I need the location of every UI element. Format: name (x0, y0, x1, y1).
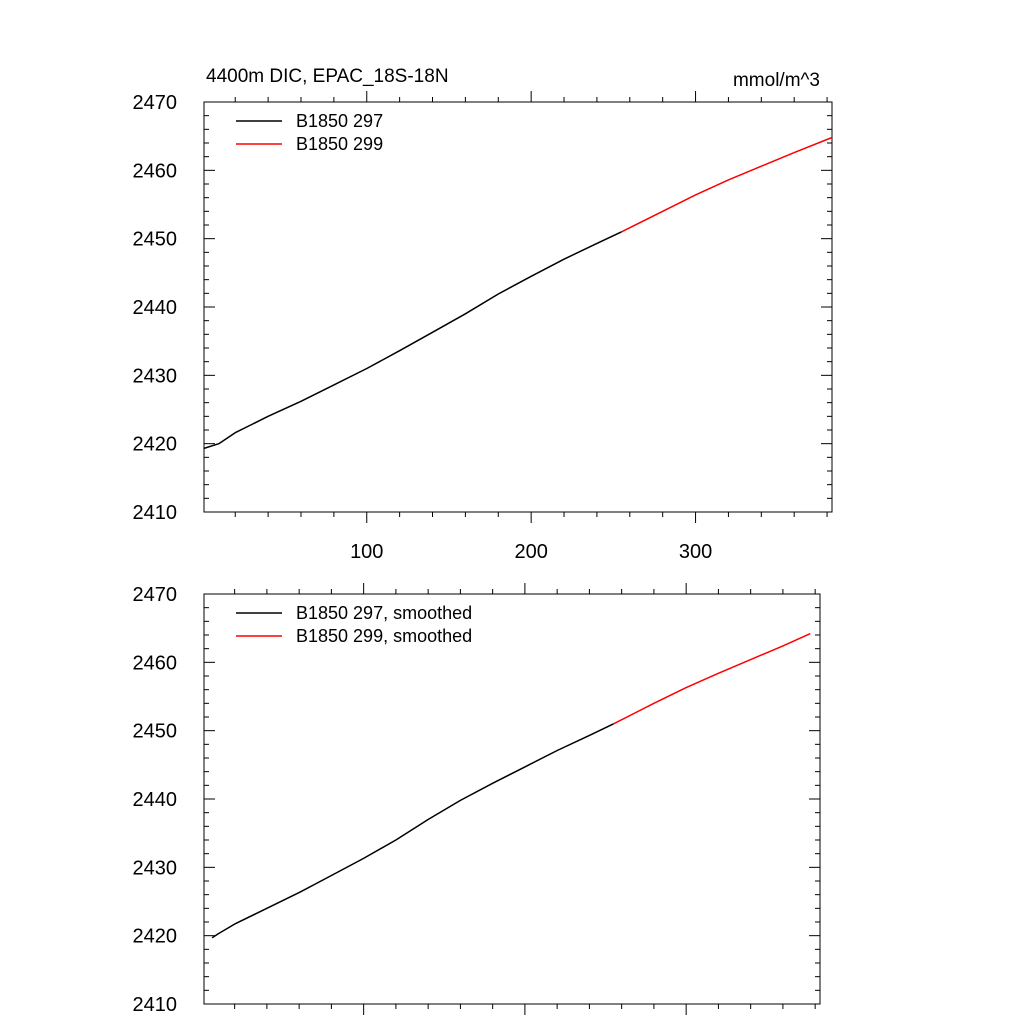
series-line-2 (613, 632, 811, 725)
legend-entry-2: B1850 299, smoothed (296, 626, 472, 646)
legend-entry-2: B1850 299 (296, 134, 383, 154)
y-tick-label: 2470 (133, 584, 178, 606)
y-tick-label: 2440 (133, 297, 178, 319)
x-tick-label: 300 (679, 541, 712, 563)
x-tick-label: 200 (514, 541, 547, 563)
plot-frame (203, 101, 833, 513)
plot-frame (203, 593, 821, 1005)
y-tick-label: 2450 (133, 229, 178, 251)
series-line-1 (211, 723, 614, 939)
y-tick-label: 2430 (133, 365, 178, 387)
y-tick-label: 2470 (133, 92, 178, 114)
y-tick-label: 2420 (133, 434, 178, 456)
legend-entry-1: B1850 297, smoothed (296, 603, 472, 623)
y-tick-label: 2460 (133, 652, 178, 674)
units-label: mmol/m^3 (733, 70, 820, 91)
y-tick-label: 2430 (133, 857, 178, 879)
y-tick-label: 2410 (133, 502, 178, 524)
y-tick-label: 2440 (133, 789, 178, 811)
chart-title: 4400m DIC, EPAC_18S-18N (206, 66, 449, 87)
y-tick-label: 2460 (133, 160, 178, 182)
y-tick-label: 2450 (133, 721, 178, 743)
y-tick-label: 2410 (133, 994, 178, 1016)
series-line-1 (203, 231, 622, 450)
x-tick-label: 100 (350, 541, 383, 563)
series-line-2 (621, 136, 833, 233)
y-tick-label: 2420 (133, 926, 178, 948)
legend-entry-1: B1850 297 (296, 111, 383, 131)
